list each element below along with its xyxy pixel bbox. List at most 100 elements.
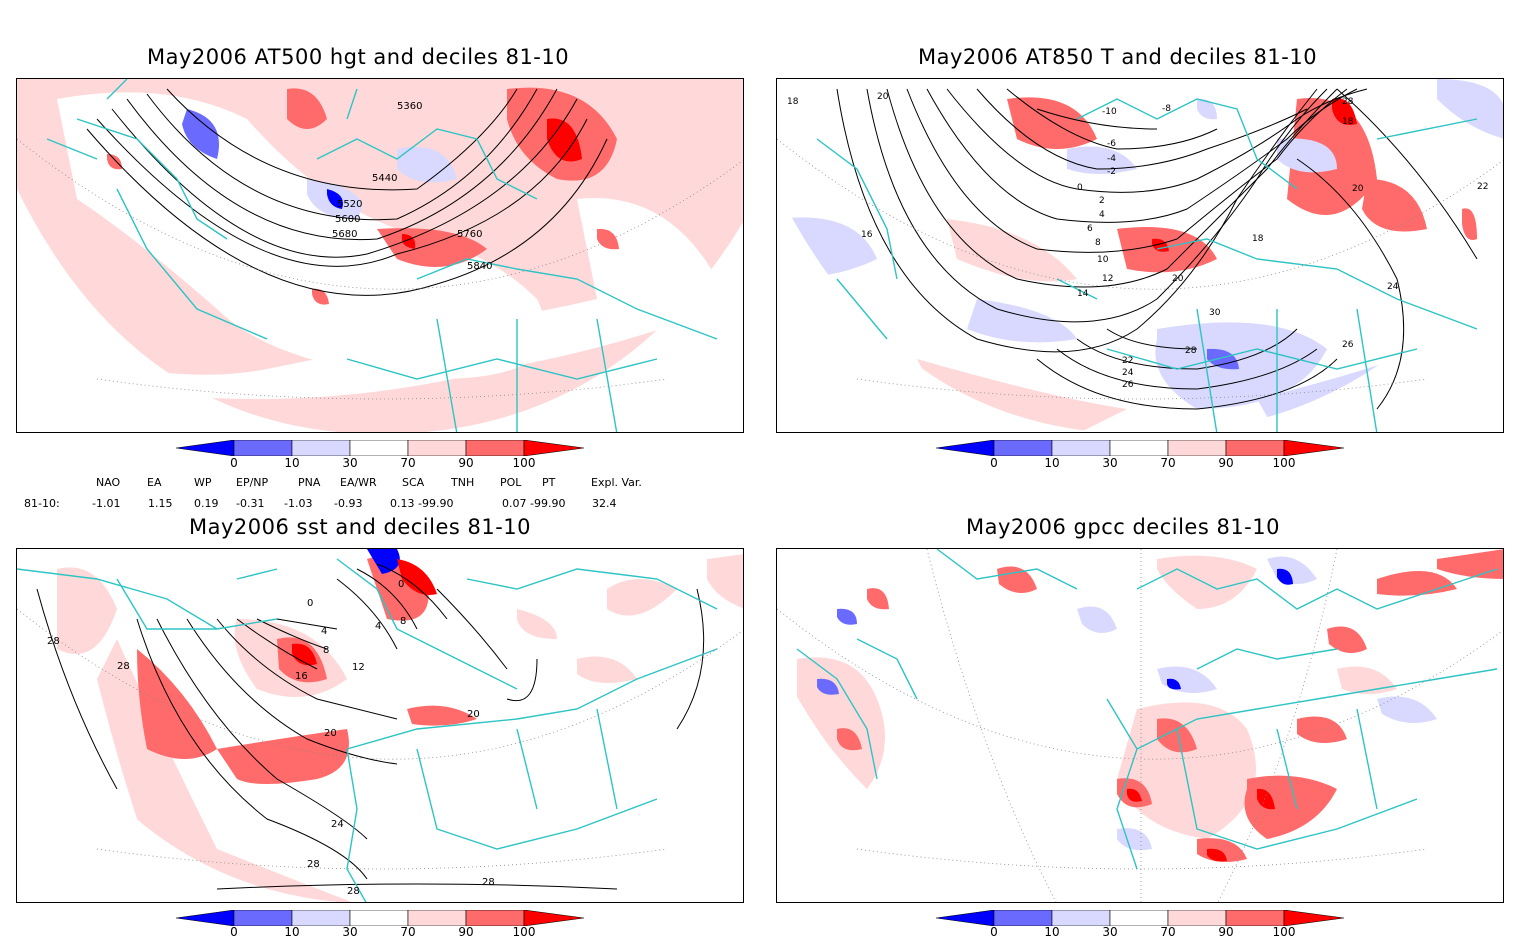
- contour-label: 10: [1097, 255, 1109, 265]
- contour-label: 28: [117, 661, 130, 672]
- contour-label: 5760: [457, 229, 482, 240]
- colorbar-tick: 10: [1044, 925, 1060, 939]
- contour-label: 24: [1122, 368, 1134, 378]
- colorbar-top-left: [176, 440, 585, 456]
- colorbar-bottom-left: [176, 910, 585, 926]
- index-value: 0.19: [194, 497, 219, 510]
- colorbar-tick: 90: [1218, 925, 1234, 939]
- colorbar-tick: 100: [1272, 456, 1296, 470]
- index-value: 0.07: [502, 497, 527, 510]
- contour-label: 0: [1077, 183, 1083, 193]
- contour-label: -6: [1107, 139, 1116, 149]
- index-row-label: 81-10:: [24, 497, 60, 510]
- index-value: -1.03: [284, 497, 313, 510]
- colorbar-tick: 0: [230, 456, 238, 470]
- index-value: -0.31: [236, 497, 265, 510]
- contour-label: 5680: [332, 229, 357, 240]
- colorbar-bottom-right: [936, 910, 1345, 926]
- contour-label: 5600: [335, 214, 360, 225]
- contour-label: 5520: [337, 199, 362, 210]
- teleconnection-indices: NAO EA WP EP/NP PNA EA/WR SCA TNH POL PT…: [0, 476, 760, 516]
- contour-label: 24: [331, 819, 344, 830]
- index-value: -99.90: [530, 497, 566, 510]
- contour-label: 26: [1122, 380, 1134, 390]
- colorbar-tick: 70: [1160, 456, 1176, 470]
- contour-label: 4: [375, 621, 381, 632]
- contour-label: 20: [1172, 274, 1184, 284]
- contour-label: 22: [1477, 182, 1488, 192]
- contour-label: 28: [347, 886, 360, 897]
- contour-label: -2: [1107, 167, 1116, 177]
- panel-title-hgt500: May2006 AT500 hgt and deciles 81-10: [147, 45, 570, 69]
- map-hgt500: 5360 5440 5520 5600 5680 5760 5840: [16, 78, 744, 433]
- index-header: PNA: [298, 476, 321, 489]
- map-sst: 28 28 0 4 8 12 16 0 4 8 20 24 28 28 28 2…: [16, 548, 744, 903]
- colorbar-tick: 100: [1272, 925, 1296, 939]
- colorbar-tick: 10: [284, 456, 300, 470]
- index-header: PT: [542, 476, 556, 489]
- contour-label: 30: [1209, 308, 1221, 318]
- index-header: SCA: [402, 476, 425, 489]
- contour-label: 16: [295, 671, 308, 682]
- colorbar-tick: 100: [512, 925, 536, 939]
- colorbar-tick: 90: [458, 925, 474, 939]
- index-header: WP: [194, 476, 212, 489]
- colorbar-tick: 30: [1102, 925, 1118, 939]
- colorbar-tick: 90: [458, 456, 474, 470]
- contour-label: 6: [1087, 224, 1093, 234]
- contour-label: 18: [1342, 117, 1354, 127]
- panel-title-sst: May2006 sst and deciles 81-10: [189, 515, 532, 539]
- contour-label: 26: [1342, 340, 1354, 350]
- contour-label: -4: [1107, 154, 1116, 164]
- colorbar-tick: 70: [400, 456, 416, 470]
- index-value: -99.90: [418, 497, 454, 510]
- contour-label: -10: [1102, 107, 1117, 117]
- contour-label: 8: [1095, 238, 1101, 248]
- contour-label: 14: [1077, 289, 1089, 299]
- colorbar-tick: 0: [230, 925, 238, 939]
- contour-label: 20: [324, 728, 337, 739]
- contour-label: 28: [1185, 346, 1197, 356]
- contour-label: 8: [400, 616, 406, 627]
- map-t850: 18 20 -10 -8 -6 -4 -2 0 2 4 6 8 10 12 14…: [776, 78, 1504, 433]
- index-value: -0.93: [334, 497, 363, 510]
- index-header: EA: [147, 476, 162, 489]
- contour-label: 2: [1099, 196, 1105, 206]
- index-value: 1.15: [148, 497, 173, 510]
- contour-label: 20: [467, 709, 480, 720]
- panel-title-t850: May2006 AT850 T and deciles 81-10: [918, 45, 1318, 69]
- contour-label: 20: [1352, 184, 1364, 194]
- contour-label: 12: [1102, 274, 1113, 284]
- colorbar-tick: 30: [342, 456, 358, 470]
- index-value: 32.4: [592, 497, 617, 510]
- contour-label: 28: [482, 877, 495, 888]
- colorbar-tick: 90: [1218, 456, 1234, 470]
- colorbar-tick: 0: [990, 456, 998, 470]
- contour-label: 18: [1252, 234, 1264, 244]
- contour-label: 4: [1099, 210, 1105, 220]
- index-header: EA/WR: [340, 476, 377, 489]
- index-value: 0.13: [390, 497, 415, 510]
- contour-label: 12: [352, 662, 365, 673]
- contour-label: 28: [307, 859, 320, 870]
- colorbar-tick: 10: [1044, 456, 1060, 470]
- contour-label: 0: [307, 598, 313, 609]
- contour-label: 5840: [467, 261, 492, 272]
- contour-label: 8: [323, 645, 329, 656]
- contour-label: 5440: [372, 173, 397, 184]
- contour-label: 4: [321, 626, 327, 637]
- contour-label: 18: [787, 97, 799, 107]
- contour-label: 22: [1122, 356, 1133, 366]
- colorbar-tick: 70: [400, 925, 416, 939]
- index-header: TNH: [451, 476, 475, 489]
- index-header: Expl. Var.: [591, 476, 642, 489]
- colorbar-tick: 100: [512, 456, 536, 470]
- contour-label: 24: [1387, 282, 1399, 292]
- contour-label: 5360: [397, 101, 422, 112]
- colorbar-tick: 30: [1102, 456, 1118, 470]
- contour-label: 16: [861, 230, 873, 240]
- index-header: POL: [500, 476, 522, 489]
- map-gpcc: [776, 548, 1504, 903]
- contour-label: 28: [1342, 97, 1354, 107]
- index-header: NAO: [96, 476, 121, 489]
